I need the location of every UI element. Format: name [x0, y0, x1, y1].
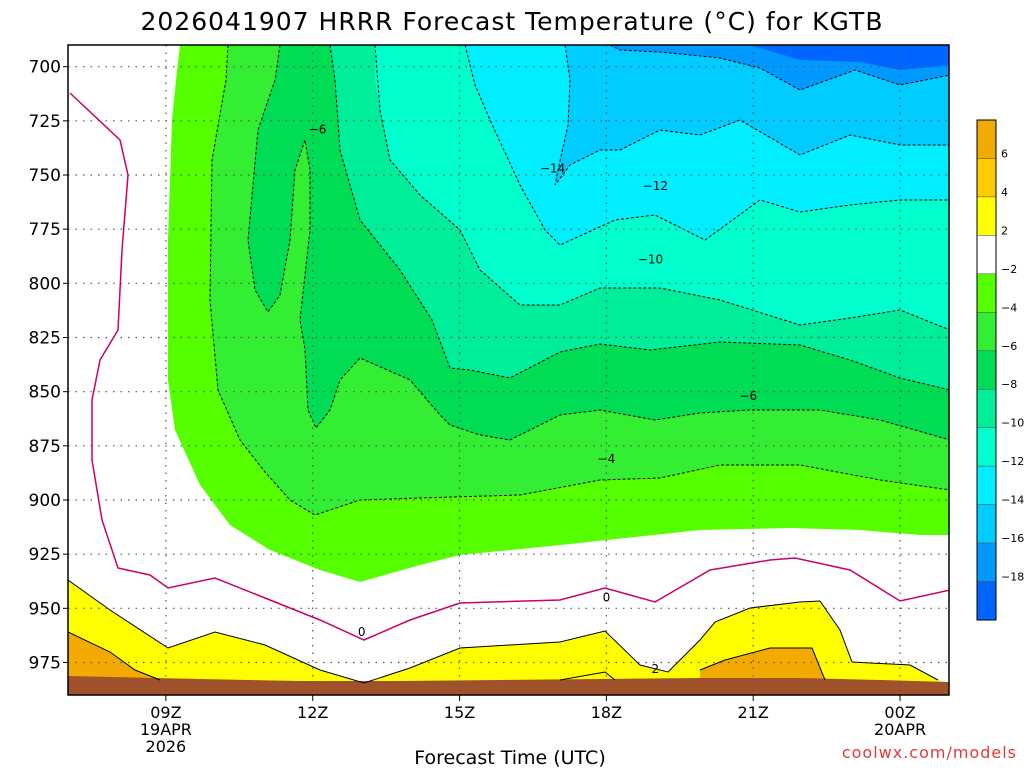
colorbar-frame — [976, 119, 997, 621]
colorbar-swatch — [976, 273, 997, 313]
colorbar-swatch — [976, 465, 997, 505]
contour-label: −10 — [638, 253, 663, 267]
site-credit: coolwx.com/models — [842, 743, 1017, 762]
x-tick-label: 18Z — [591, 703, 622, 722]
x-tick-label: 00Z — [884, 703, 915, 722]
contour-label: −6 — [309, 123, 327, 137]
colorbar-swatch — [976, 235, 997, 275]
colorbar-label: 4 — [1001, 186, 1008, 199]
colorbar-label: −6 — [1001, 340, 1017, 353]
solid-contours — [68, 579, 939, 684]
x-tick-label: 12Z — [297, 703, 328, 722]
contour-label: 2 — [652, 662, 660, 676]
region-minus-18-and-below — [750, 45, 949, 70]
contour-label: −6 — [739, 389, 757, 403]
x-tick-label: 21Z — [738, 703, 769, 722]
colorbar-swatch — [976, 312, 997, 352]
zero-isotherm — [69, 92, 949, 641]
colorbar-label: 6 — [1001, 147, 1008, 160]
contour-label: 0 — [603, 591, 611, 605]
colorbar-label: −4 — [1001, 301, 1017, 314]
colorbar-label: 2 — [1001, 224, 1008, 237]
y-tick-label: 975 — [29, 654, 61, 674]
y-tick-label: 750 — [29, 166, 61, 186]
x-tick-label: 09Z — [150, 703, 181, 722]
x-tick-date: 2026 — [146, 737, 187, 756]
y-axis: 700 725 750 775 800 825 850 875 900 925 950 975 — [29, 58, 68, 674]
y-tick-label: 900 — [29, 491, 61, 511]
y-tick-label: 800 — [29, 274, 61, 294]
y-tick-label: 775 — [29, 220, 61, 240]
contour-label: 0 — [358, 625, 366, 639]
plot-area — [68, 45, 949, 695]
contour-label: −14 — [540, 162, 565, 176]
surface-ground — [68, 676, 949, 695]
colorbar-swatch — [976, 158, 997, 198]
region-minus-14-to-minus-16 — [555, 45, 949, 185]
colorbar-swatch — [976, 196, 997, 236]
contour-label: −12 — [643, 179, 668, 193]
colorbar-swatch — [976, 350, 997, 390]
colorbar-label: −10 — [1001, 417, 1024, 430]
colorbar-label: −12 — [1001, 455, 1024, 468]
colorbar-swatch — [976, 388, 997, 428]
colorbar-swatch — [976, 504, 997, 544]
y-tick-label: 925 — [29, 545, 61, 565]
colorbar-label: −16 — [1001, 532, 1024, 545]
dashed-contours — [209, 45, 949, 516]
colorbar-swatch — [976, 581, 997, 621]
plot-frame — [67, 44, 950, 696]
colorbar-swatch — [976, 427, 997, 467]
x-tick-label: 15Z — [444, 703, 475, 722]
x-axis-title: Forecast Time (UTC) — [414, 747, 605, 768]
colorbar-swatch — [976, 542, 997, 582]
y-tick-label: 875 — [29, 437, 61, 457]
colorbar-label: −14 — [1001, 494, 1024, 507]
y-tick-label: 850 — [29, 383, 61, 403]
y-tick-label: 700 — [29, 58, 61, 78]
colorbar-label: −8 — [1001, 378, 1017, 391]
colorbar-swatch — [976, 119, 997, 159]
colorbar-label: −18 — [1001, 571, 1024, 584]
y-tick-label: 825 — [29, 329, 61, 349]
colorbar-label: −2 — [1001, 263, 1017, 276]
region-4-to-6 — [68, 632, 825, 682]
contour-labels: −6 −14 −12 −10 −6 −4 0 0 2 — [309, 123, 757, 677]
contour-label: −4 — [598, 452, 616, 466]
y-tick-label: 725 — [29, 112, 61, 132]
colorbar: 6 4 2 −2 −4 −6 −8 −10 −12 −14 −16 −18 — [976, 119, 1024, 621]
y-tick-label: 950 — [29, 599, 61, 619]
x-tick-date: 20APR — [874, 720, 926, 739]
chart-title: 2026041907 HRRR Forecast Temperature (°C… — [141, 7, 884, 36]
x-tick-date: 19APR — [140, 720, 192, 739]
